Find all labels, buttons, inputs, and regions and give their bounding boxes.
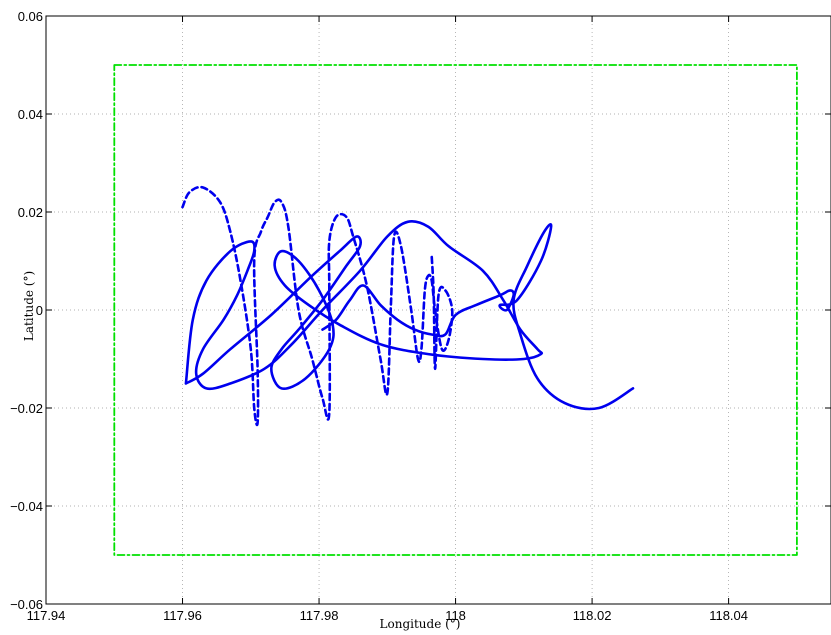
x-tick-label: 117.94 <box>27 608 66 623</box>
y-axis-label: Latitude (°) <box>22 271 36 341</box>
boundary-series-line <box>113 64 798 556</box>
y-tick-label: −0.02 <box>10 401 43 416</box>
y-tick-label: 0.02 <box>18 205 43 220</box>
x-tick-label: 117.98 <box>300 608 339 623</box>
series-group <box>113 64 798 556</box>
ticks: 117.94 117.96 117.98 118 118.02 118.04 −0.06 −0… <box>10 9 831 623</box>
y-tick-label: −0.06 <box>10 597 43 612</box>
y-tick-label: 0.06 <box>18 9 43 24</box>
x-axis-label: Longitude (°) <box>380 617 461 631</box>
x-tick-label: 118 <box>445 608 466 623</box>
solid-trajectory-line <box>184 220 544 391</box>
x-tick-label: 117.96 <box>163 608 202 623</box>
solid-trajectory-line <box>321 223 635 411</box>
x-tick-label: 118.04 <box>709 608 748 623</box>
y-tick-label: −0.04 <box>10 499 43 514</box>
x-tick-label: 118.02 <box>573 608 612 623</box>
y-tick-label: 0 <box>36 303 43 318</box>
y-tick-label: 0.04 <box>18 107 43 122</box>
dashed-trajectory-line <box>181 185 454 427</box>
